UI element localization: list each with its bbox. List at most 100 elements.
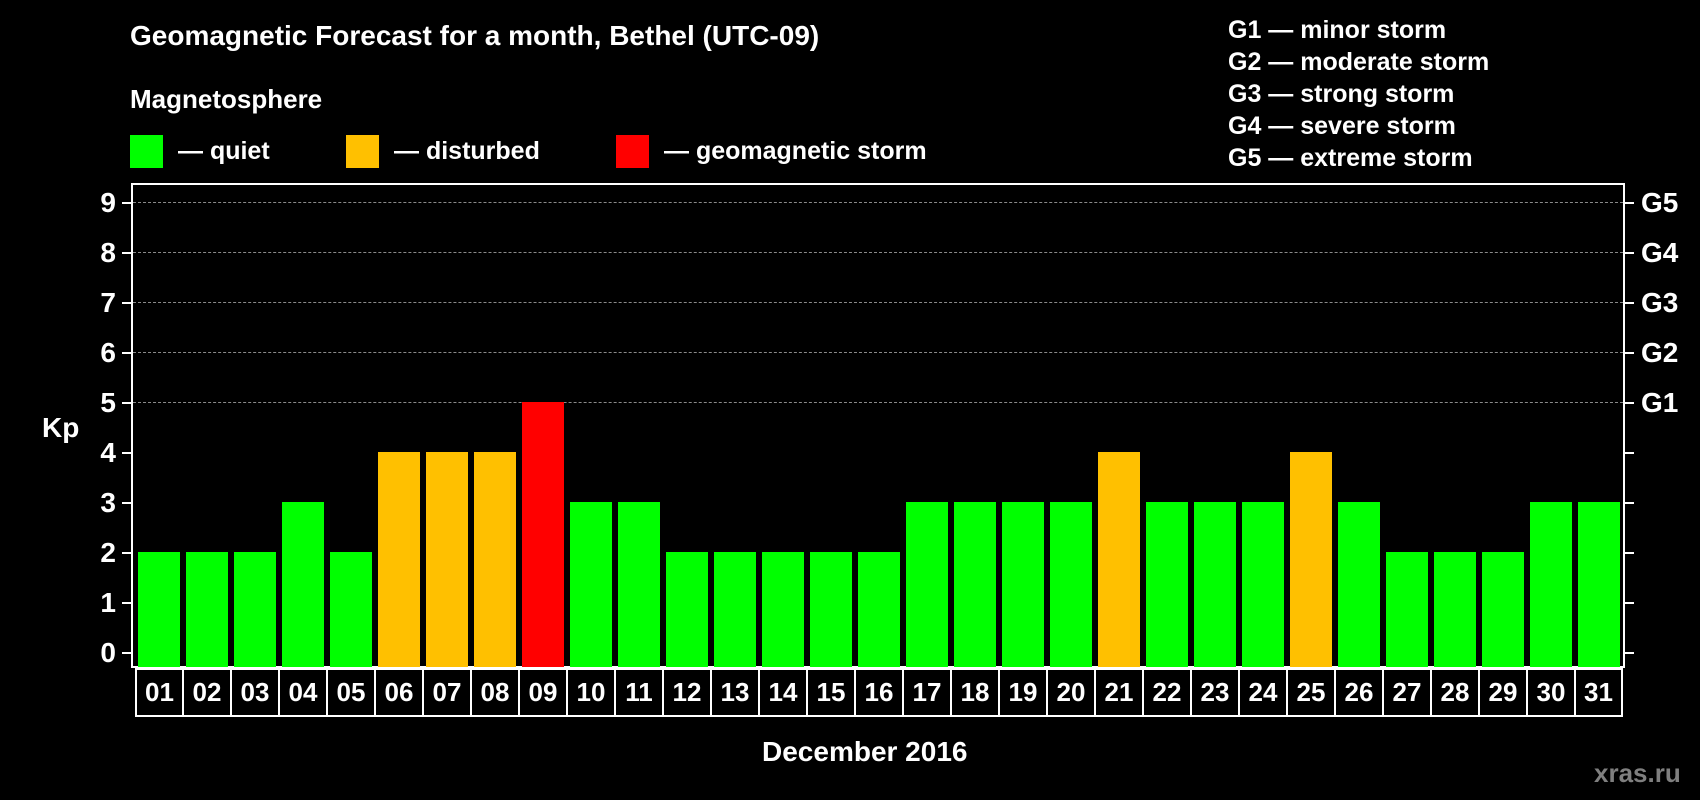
storm-scale-g3: G3 — strong storm <box>1228 80 1455 108</box>
date-label: 23 <box>1191 668 1239 717</box>
right-tick <box>1625 652 1634 654</box>
date-label: 16 <box>855 668 903 717</box>
bar-quiet <box>1338 502 1380 667</box>
storm-swatch-icon <box>616 135 649 168</box>
legend-item-disturbed: — disturbed <box>346 135 540 168</box>
gridline <box>133 302 1623 303</box>
date-label: 04 <box>279 668 327 717</box>
legend-label: — geomagnetic storm <box>664 137 927 165</box>
g-scale-label: G3 <box>1641 287 1679 318</box>
right-tick <box>1625 302 1634 304</box>
y-tick <box>122 452 131 454</box>
bar-disturbed <box>426 452 468 667</box>
bar-quiet <box>858 552 900 667</box>
y-tick <box>122 252 131 254</box>
watermark: xras.ru <box>1594 758 1681 788</box>
date-label: 29 <box>1479 668 1527 717</box>
bar-quiet <box>330 552 372 667</box>
bar-quiet <box>1578 502 1620 667</box>
date-label: 07 <box>423 668 471 717</box>
right-tick <box>1625 502 1634 504</box>
quiet-swatch-icon <box>130 135 163 168</box>
y-tick <box>122 502 131 504</box>
y-tick <box>122 602 131 604</box>
gridline <box>133 352 1623 353</box>
bar-quiet <box>666 552 708 667</box>
bar-quiet <box>1050 502 1092 667</box>
bar-disturbed <box>1098 452 1140 667</box>
date-label: 11 <box>615 668 663 717</box>
date-label: 21 <box>1095 668 1143 717</box>
gridline <box>133 202 1623 203</box>
right-tick <box>1625 452 1634 454</box>
bar-quiet <box>906 502 948 667</box>
legend-label: — quiet <box>178 137 270 165</box>
legend-item-quiet: — quiet <box>130 135 270 168</box>
bar-quiet <box>138 552 180 667</box>
storm-scale-g1: G1 — minor storm <box>1228 16 1447 44</box>
bar-quiet <box>1194 502 1236 667</box>
g-scale-label: G1 <box>1641 387 1679 418</box>
date-label: 22 <box>1143 668 1191 717</box>
y-tick <box>122 352 131 354</box>
date-label: 08 <box>471 668 519 717</box>
date-label: 02 <box>183 668 231 717</box>
bar-quiet <box>714 552 756 667</box>
y-tick-label: 9 <box>100 187 116 218</box>
bar-disturbed <box>1290 452 1332 667</box>
g-scale-label: G5 <box>1641 187 1679 218</box>
y-tick-label: 6 <box>100 337 116 368</box>
bar-disturbed <box>474 452 516 667</box>
y-tick-label: 2 <box>100 537 116 568</box>
x-axis-label: December 2016 <box>762 736 968 767</box>
chart-title: Geomagnetic Forecast for a month, Bethel… <box>130 20 820 51</box>
y-tick-label: 3 <box>100 487 116 518</box>
y-tick-label: 0 <box>100 637 116 668</box>
date-label: 12 <box>663 668 711 717</box>
plot-area <box>131 183 1625 668</box>
right-tick <box>1625 602 1634 604</box>
y-tick <box>122 202 131 204</box>
storm-scale-g5: G5 — extreme storm <box>1228 144 1473 172</box>
date-label: 27 <box>1383 668 1431 717</box>
g-scale-label: G2 <box>1641 337 1679 368</box>
date-label: 09 <box>519 668 567 717</box>
y-tick <box>122 402 131 404</box>
date-label: 14 <box>759 668 807 717</box>
date-label: 10 <box>567 668 615 717</box>
y-axis-label: Kp <box>42 412 80 443</box>
bar-quiet <box>1242 502 1284 667</box>
y-tick-label: 4 <box>100 437 116 468</box>
bar-quiet <box>1530 502 1572 667</box>
date-label: 05 <box>327 668 375 717</box>
y-tick <box>122 652 131 654</box>
bar-quiet <box>810 552 852 667</box>
date-label: 19 <box>999 668 1047 717</box>
gridline <box>133 252 1623 253</box>
bar-quiet <box>1386 552 1428 667</box>
date-label: 26 <box>1335 668 1383 717</box>
date-label: 20 <box>1047 668 1095 717</box>
g-scale-label: G4 <box>1641 237 1679 268</box>
right-tick <box>1625 252 1634 254</box>
bar-quiet <box>186 552 228 667</box>
bar-quiet <box>954 502 996 667</box>
y-tick-label: 7 <box>100 287 116 318</box>
y-tick <box>122 552 131 554</box>
storm-scale-g4: G4 — severe storm <box>1228 112 1456 140</box>
date-label: 28 <box>1431 668 1479 717</box>
bar-quiet <box>762 552 804 667</box>
bar-quiet <box>1434 552 1476 667</box>
legend-item-storm: — geomagnetic storm <box>616 135 927 168</box>
bar-quiet <box>570 502 612 667</box>
date-label: 25 <box>1287 668 1335 717</box>
bar-quiet <box>1002 502 1044 667</box>
date-label: 17 <box>903 668 951 717</box>
storm-scale-legend: G1 — minor storm G2 — moderate storm G3 … <box>1228 14 1489 174</box>
date-label: 24 <box>1239 668 1287 717</box>
bar-quiet <box>1482 552 1524 667</box>
date-label: 03 <box>231 668 279 717</box>
bar-quiet <box>234 552 276 667</box>
date-label: 18 <box>951 668 999 717</box>
date-label: 31 <box>1575 668 1623 717</box>
